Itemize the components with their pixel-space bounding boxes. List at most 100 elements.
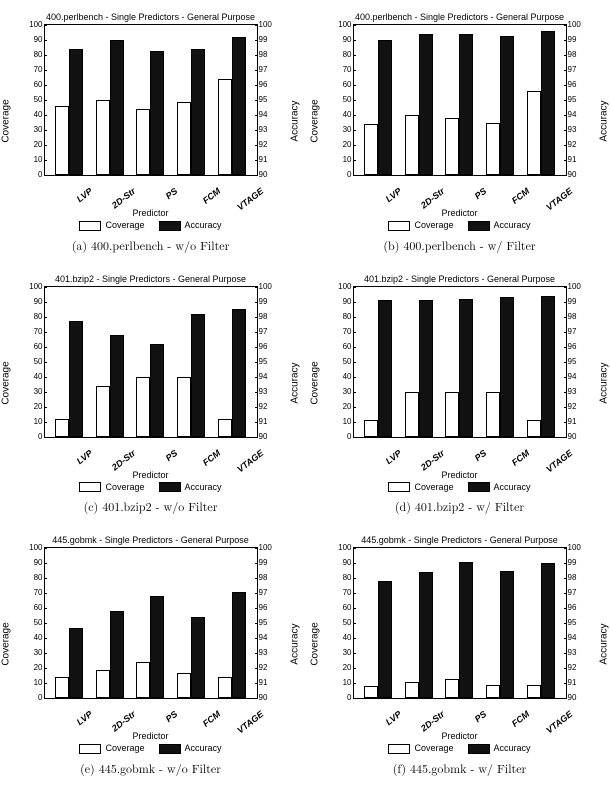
bar-group [524, 563, 558, 698]
caption: (d) 401.bzip2 - w/ Filter [395, 498, 524, 515]
caption: (b) 400.perlbench - w/ Filter [383, 237, 535, 254]
bar-group [442, 34, 476, 175]
panel-d: 401.bzip2 - Single Predictors - General … [309, 270, 610, 528]
swatch-accuracy [159, 744, 181, 754]
legend: CoverageAccuracy [388, 482, 530, 493]
bar-group [483, 297, 517, 437]
bar-group [52, 49, 86, 175]
y-label-right: Accuracy [599, 100, 610, 141]
panel-c: 401.bzip2 - Single Predictors - General … [0, 270, 301, 528]
legend-item: Coverage [79, 482, 144, 493]
bar-coverage [55, 419, 69, 437]
ticks-right: 10099989796959493929190 [259, 25, 285, 175]
bar-accuracy [191, 617, 205, 698]
swatch-coverage [388, 482, 410, 492]
bar-accuracy [419, 34, 433, 175]
bar-group [402, 572, 436, 698]
bar-coverage [527, 685, 541, 699]
swatch-coverage [388, 221, 410, 231]
bar-coverage [136, 662, 150, 698]
swatch-coverage [388, 744, 410, 754]
bar-accuracy [419, 300, 433, 437]
plot-area: 1009080706050403020100100999897969594939… [353, 24, 567, 176]
y-label-right: Accuracy [599, 362, 610, 403]
bar-group [215, 37, 249, 175]
bar-coverage [218, 419, 232, 437]
caption: (f) 445.gobmk - w/ Filter [393, 760, 527, 777]
ticks-left: 1009080706050403020100 [326, 287, 352, 437]
bar-group [133, 344, 167, 437]
bar-coverage [445, 679, 459, 699]
chart-title: 401.bzip2 - Single Predictors - General … [364, 274, 555, 284]
x-labels: LVP2D-StrPSFCMVTAGE [353, 440, 567, 460]
y-label-left: Coverage [0, 99, 11, 142]
bar-coverage [55, 106, 69, 175]
caption: (c) 401.bzip2 - w/o Filter [84, 498, 218, 515]
y-label-right: Accuracy [290, 624, 301, 665]
plot-area: 1009080706050403020100100999897969594939… [353, 547, 567, 699]
x-labels: LVP2D-StrPSFCMVTAGE [44, 701, 258, 721]
bar-coverage [96, 100, 110, 175]
bar-coverage [405, 392, 419, 437]
ticks-left: 1009080706050403020100 [17, 287, 43, 437]
swatch-coverage [79, 221, 101, 231]
bar-coverage [527, 420, 541, 437]
bar-group [361, 40, 395, 175]
bar-accuracy [541, 31, 555, 175]
plot-area: 1009080706050403020100100999897969594939… [353, 286, 567, 438]
bar-coverage [136, 377, 150, 437]
bar-accuracy [150, 51, 164, 176]
bar-coverage [445, 392, 459, 437]
legend-item: Accuracy [468, 743, 531, 754]
legend: CoverageAccuracy [79, 743, 221, 754]
y-label-left: Coverage [309, 99, 320, 142]
swatch-accuracy [468, 744, 490, 754]
bar-accuracy [150, 596, 164, 698]
panel-a: 400.perlbench - Single Predictors - Gene… [0, 8, 301, 266]
bar-accuracy [150, 344, 164, 437]
bar-accuracy [110, 335, 124, 437]
bar-coverage [218, 677, 232, 698]
bar-coverage [55, 677, 69, 698]
chart-wrap: CoverageAccuracy100908070605040302010010… [325, 286, 595, 480]
swatch-coverage [79, 482, 101, 492]
y-label-left: Coverage [309, 361, 320, 404]
bar-coverage [486, 392, 500, 437]
bar-accuracy [110, 40, 124, 175]
bar-coverage [486, 685, 500, 699]
bar-coverage [136, 109, 150, 175]
bar-accuracy [232, 37, 246, 175]
bar-coverage [218, 79, 232, 175]
panel-f: 445.gobmk - Single Predictors - General … [309, 531, 610, 789]
bar-group [133, 596, 167, 698]
plot-area: 1009080706050403020100100999897969594939… [44, 286, 258, 438]
y-label-left: Coverage [0, 361, 11, 404]
bar-accuracy [459, 562, 473, 699]
bar-group [402, 34, 436, 175]
bar-group [93, 611, 127, 698]
chart-wrap: CoverageAccuracy100908070605040302010010… [16, 286, 286, 480]
swatch-accuracy [468, 221, 490, 231]
chart-title: 445.gobmk - Single Predictors - General … [52, 535, 249, 545]
legend-item: Coverage [388, 220, 453, 231]
x-labels: LVP2D-StrPSFCMVTAGE [44, 440, 258, 460]
legend-item: Accuracy [159, 482, 222, 493]
ticks-right: 10099989796959493929190 [568, 548, 594, 698]
bars [354, 548, 566, 698]
bar-group [442, 299, 476, 437]
y-label-left: Coverage [309, 623, 320, 666]
bar-group [174, 617, 208, 698]
bar-accuracy [459, 299, 473, 437]
bar-coverage [177, 102, 191, 176]
x-labels: LVP2D-StrPSFCMVTAGE [44, 178, 258, 198]
y-label-left: Coverage [0, 623, 11, 666]
bar-accuracy [378, 581, 392, 698]
bar-group [52, 628, 86, 699]
y-label-right: Accuracy [290, 100, 301, 141]
bars [45, 25, 257, 175]
bar-accuracy [500, 36, 514, 176]
bar-group [215, 592, 249, 699]
swatch-accuracy [159, 482, 181, 492]
chart-title: 401.bzip2 - Single Predictors - General … [55, 274, 246, 284]
chart-wrap: CoverageAccuracy100908070605040302010010… [16, 547, 286, 741]
